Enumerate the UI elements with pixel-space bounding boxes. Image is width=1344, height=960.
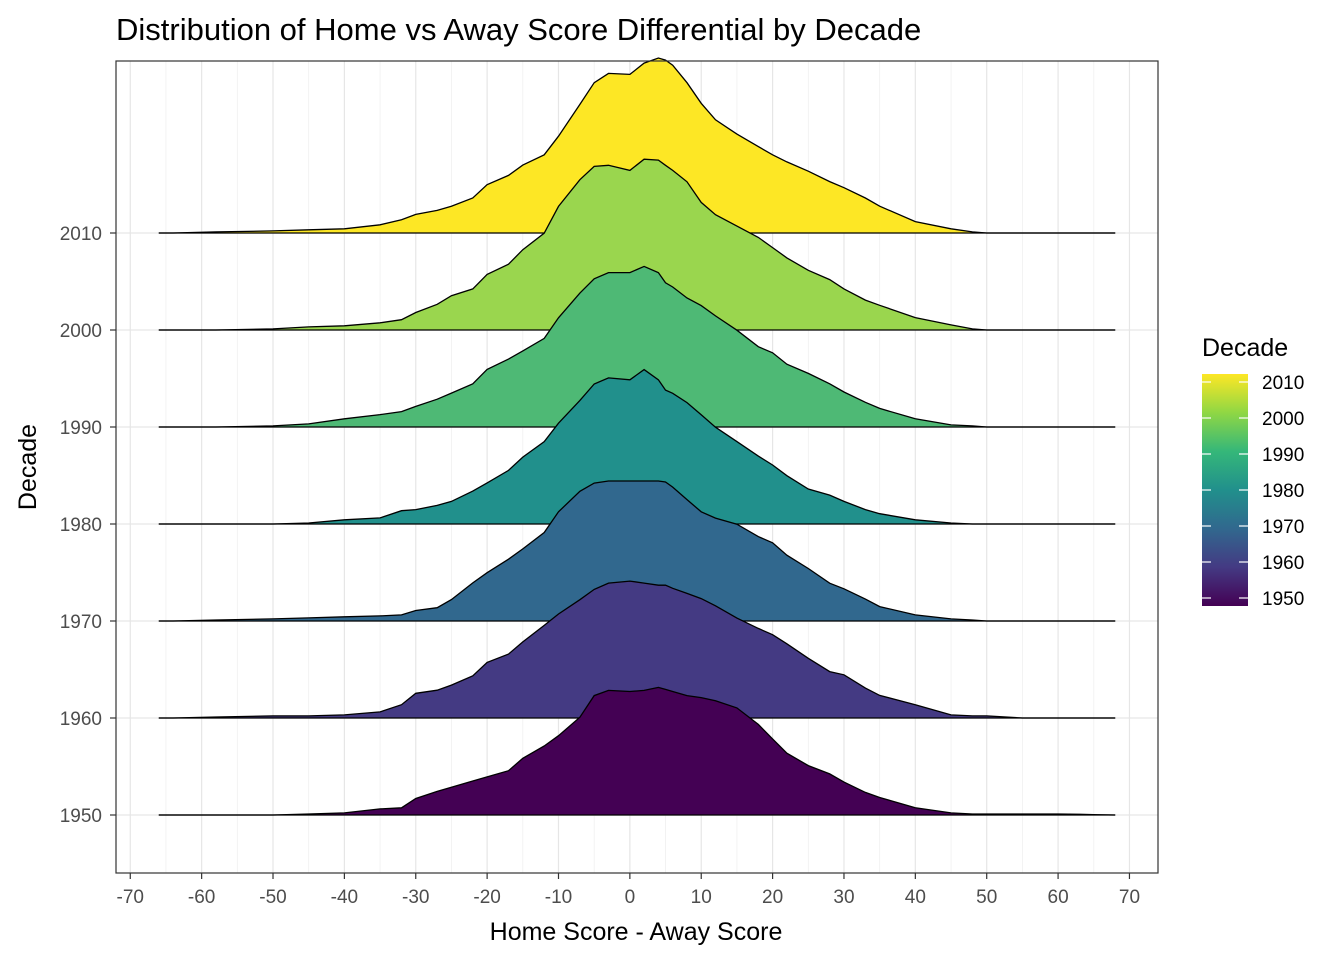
legend-label: 1960 — [1262, 553, 1304, 574]
legend-label: 2010 — [1262, 373, 1304, 394]
x-tick-label: -30 — [402, 887, 429, 908]
x-tick-label: 50 — [976, 887, 997, 908]
ridge-outline-1970 — [158, 480, 1116, 622]
ridge-outline-2000 — [158, 158, 1116, 331]
x-tick-label: -20 — [473, 887, 500, 908]
y-tick-label: 2010 — [60, 224, 102, 245]
chart-title: Distribution of Home vs Away Score Diffe… — [116, 12, 921, 47]
y-tick-label: 1980 — [60, 515, 102, 536]
ridge-outline-1950 — [158, 686, 1116, 816]
x-tick-label: -10 — [545, 887, 572, 908]
legend-label: 1970 — [1262, 517, 1304, 538]
x-axis: -70 -60 -50 -40 -30 -20 -10 0 10 20 30 40 50 60 70 — [117, 873, 1140, 908]
ridge-outline-2010 — [158, 57, 1116, 234]
ridges-layer — [158, 57, 1116, 816]
x-tick-label: 40 — [905, 887, 926, 908]
x-tick-label: -60 — [188, 887, 215, 908]
y-tick-label: 1970 — [60, 612, 102, 633]
ridge-outline-1960 — [158, 580, 1116, 719]
legend-label: 1950 — [1262, 589, 1304, 610]
x-tick-label: -50 — [259, 887, 286, 908]
legend-label: 2000 — [1262, 409, 1304, 430]
x-tick-label: 10 — [691, 887, 712, 908]
x-tick-label: -40 — [331, 887, 358, 908]
legend-ticks: 2010 2000 1990 1980 1970 1960 1950 — [1202, 373, 1304, 610]
x-tick-label: 0 — [625, 887, 636, 908]
legend-label: 1990 — [1262, 445, 1304, 466]
y-tick-label: 1950 — [60, 806, 102, 827]
ridge-outline-1990 — [158, 265, 1116, 428]
y-tick-label: 1960 — [60, 709, 102, 730]
legend: Decade 2010 2000 1990 1980 1970 1960 1950 — [1202, 334, 1304, 610]
legend-label: 1980 — [1262, 481, 1304, 502]
legend-title: Decade — [1202, 334, 1288, 362]
ridge-1990 — [158, 266, 1116, 427]
y-tick-label: 1990 — [60, 418, 102, 439]
ridge-1980 — [158, 369, 1116, 524]
y-axis: 1950 1960 1970 1980 1990 2000 2010 — [60, 224, 116, 827]
y-axis-title: Decade — [14, 424, 42, 510]
panel-border — [115, 60, 1159, 874]
x-tick-label: 70 — [1119, 887, 1140, 908]
ridge-outline-1980 — [158, 368, 1116, 525]
x-tick-label: 30 — [833, 887, 854, 908]
x-tick-label: -70 — [117, 887, 144, 908]
ridge-2010 — [158, 58, 1116, 233]
x-tick-label: 60 — [1048, 887, 1069, 908]
ridge-2000 — [158, 159, 1116, 330]
y-tick-label: 2000 — [60, 321, 102, 342]
ridge-1950 — [158, 687, 1116, 815]
ridge-1970 — [158, 481, 1116, 621]
x-tick-label: 20 — [762, 887, 783, 908]
x-axis-title: Home Score - Away Score — [490, 918, 783, 946]
ridge-1960 — [158, 581, 1116, 718]
